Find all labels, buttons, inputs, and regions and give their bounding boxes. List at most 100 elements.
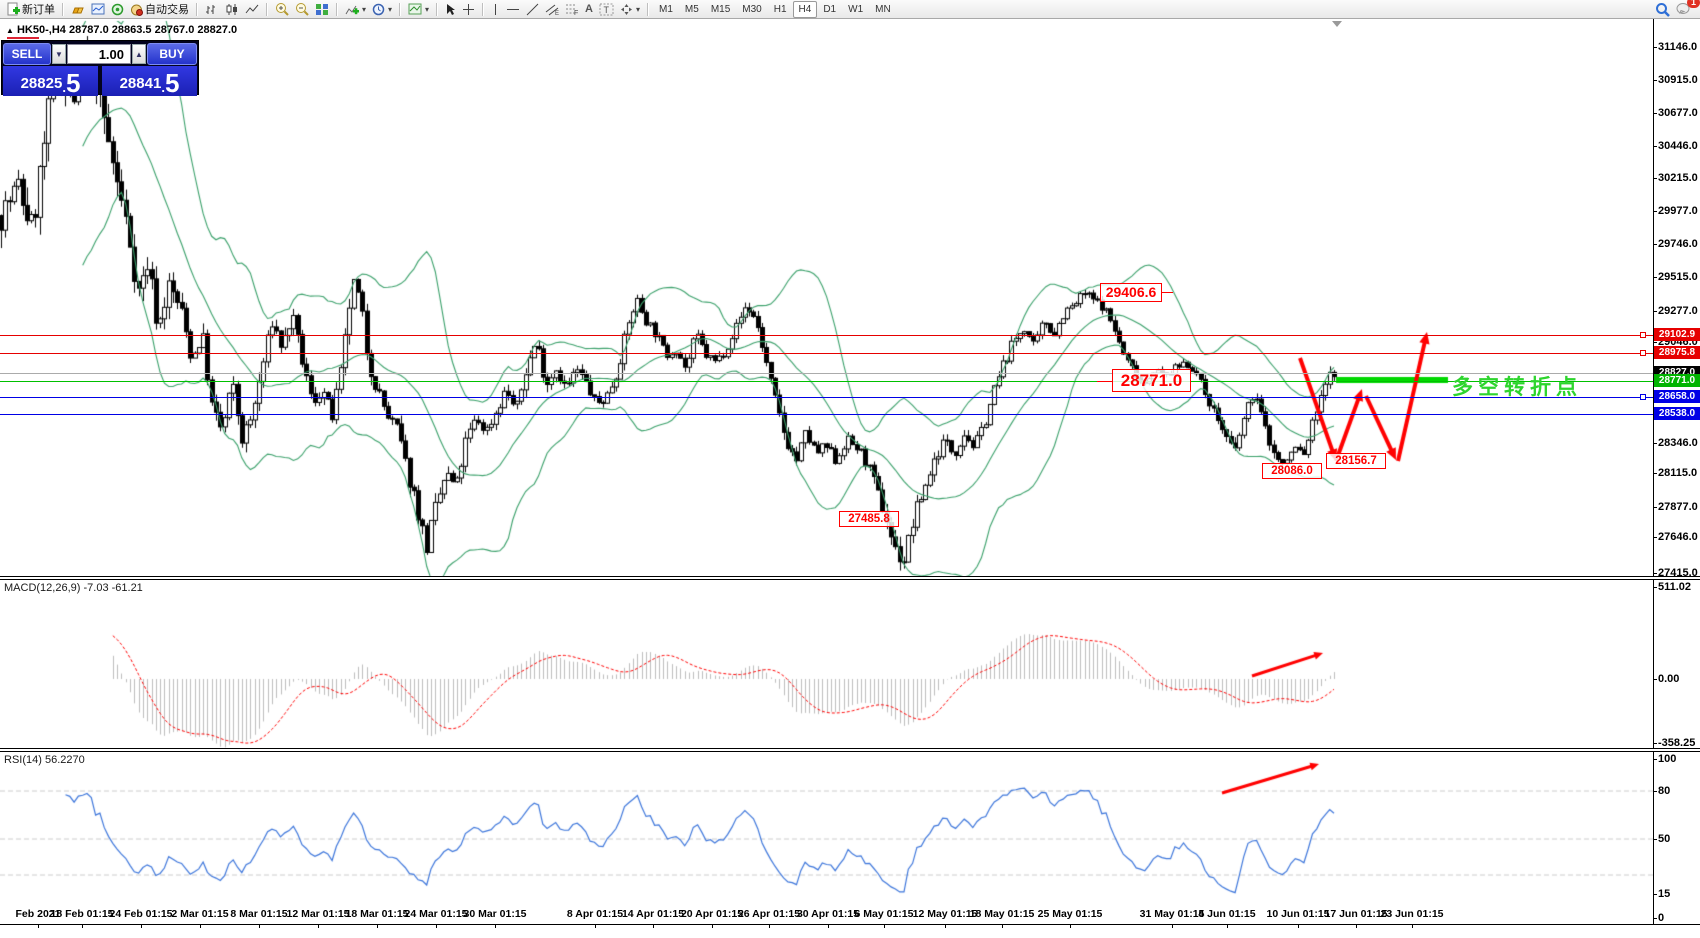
- text-label-button[interactable]: T: [596, 1, 617, 18]
- vertical-line-button[interactable]: [488, 1, 503, 18]
- annotation-price-label[interactable]: 28086.0: [1262, 463, 1322, 479]
- crosshair-button[interactable]: [459, 1, 478, 18]
- tab-timeframe-h1[interactable]: H1: [773, 3, 787, 15]
- candlestick-chart-button[interactable]: [222, 1, 242, 18]
- axis-tick-mark: [1653, 679, 1657, 680]
- horizontal-line-button[interactable]: [503, 1, 523, 18]
- panel-separator-macd[interactable]: [0, 576, 1700, 580]
- new-order-icon: [6, 2, 20, 16]
- equidistant-channel-button[interactable]: E: [542, 1, 562, 18]
- tab-timeframe-m5[interactable]: M5: [684, 3, 699, 15]
- zoom-in-button[interactable]: [272, 1, 292, 18]
- time-axis-label: 12 May 01:15: [912, 908, 978, 920]
- time-tick-mark: [38, 924, 39, 928]
- sell-price-quote[interactable]: 28825. 5: [3, 66, 98, 96]
- volume-increase-stepper[interactable]: ▲: [132, 43, 146, 64]
- level-line-28658.0[interactable]: [0, 397, 1653, 398]
- volume-decrease-stepper[interactable]: ▼: [52, 43, 66, 64]
- buy-price-quote[interactable]: 28841. 5: [102, 66, 197, 96]
- tab-timeframe-mn[interactable]: MN: [875, 3, 891, 15]
- time-axis-label: 17 Jun 01:15: [1324, 908, 1388, 920]
- level-line-28771.0[interactable]: [0, 381, 1653, 382]
- sell-button[interactable]: SELL: [3, 42, 51, 65]
- macd-tick-label: 511.02: [1658, 581, 1692, 593]
- annotation-price-label[interactable]: 28771.0: [1112, 369, 1191, 392]
- chat-bubble-icon: [1676, 2, 1691, 16]
- buy-button[interactable]: BUY: [147, 42, 197, 65]
- bar-chart-button[interactable]: [202, 1, 222, 18]
- time-tick-mark: [200, 924, 201, 928]
- time-axis-label: 8 Apr 01:15: [566, 908, 624, 920]
- level-line-handle[interactable]: [1640, 332, 1646, 338]
- trendline-button[interactable]: [523, 1, 542, 18]
- symbol-marker-icon: ▲: [6, 26, 14, 35]
- sell-price-main: 28825: [20, 75, 63, 92]
- text-label-icon: T: [599, 3, 614, 16]
- tile-windows-button[interactable]: [312, 1, 332, 18]
- arrows-button[interactable]: ▾: [617, 1, 643, 18]
- tab-timeframe-m30[interactable]: M30: [742, 3, 762, 15]
- time-axis-label: 30 Mar 01:15: [463, 908, 527, 920]
- annotation-price-label[interactable]: 27485.8: [839, 511, 899, 527]
- level-line-29102.9[interactable]: [0, 335, 1653, 336]
- gold-icon: [71, 3, 85, 15]
- new-order-button[interactable]: 新订单: [3, 1, 58, 18]
- price-tick-label: 30446.0: [1658, 140, 1698, 152]
- annotation-price-label[interactable]: 29406.6: [1100, 283, 1162, 302]
- time-axis-label: 6 May 01:15: [854, 908, 914, 920]
- notifications-button[interactable]: 1: [1673, 0, 1700, 18]
- time-tick-mark: [436, 924, 437, 928]
- line-chart-button[interactable]: [242, 1, 262, 18]
- axis-tick-mark: [1653, 573, 1657, 574]
- axis-tick-mark: [1653, 80, 1657, 81]
- price-badge-28771.0: 28771.0: [1654, 374, 1700, 387]
- price-tick-label: 30915.0: [1658, 74, 1698, 86]
- tab-timeframe-m15[interactable]: M15: [710, 3, 731, 15]
- time-tick-mark: [1356, 924, 1357, 928]
- fibonacci-button[interactable]: F: [562, 1, 582, 18]
- level-line-28538.0[interactable]: [0, 414, 1653, 415]
- fibonacci-icon: F: [565, 3, 579, 16]
- level-line-handle[interactable]: [1640, 394, 1646, 400]
- annotation-price-label[interactable]: 28156.7: [1326, 453, 1386, 469]
- price-chart-canvas[interactable]: [0, 19, 1653, 925]
- axis-tick-mark: [1653, 839, 1657, 840]
- zoom-out-button[interactable]: [292, 1, 312, 18]
- templates-button[interactable]: ▾: [405, 1, 432, 18]
- autotrading-button[interactable]: 自动交易: [127, 1, 192, 18]
- indicators-button[interactable]: ▾: [342, 1, 369, 18]
- chart-shift-marker[interactable]: [1332, 21, 1342, 27]
- rsi-tick-label: 80: [1658, 785, 1671, 797]
- macd-tick-label: 0.00: [1658, 673, 1680, 685]
- axis-tick-mark: [1653, 743, 1657, 744]
- search-button[interactable]: [1652, 1, 1673, 18]
- periods-button[interactable]: ▾: [369, 1, 395, 18]
- charts-window-button[interactable]: [88, 1, 108, 18]
- gold-button[interactable]: [68, 1, 88, 18]
- text-button[interactable]: A: [582, 1, 596, 18]
- chart-area[interactable]: ▲ HK50-,H4 28787.0 28863.5 28767.0 28827…: [0, 19, 1700, 938]
- panel-separator-rsi[interactable]: [0, 748, 1700, 752]
- pivot-note-text[interactable]: 多空转折点: [1452, 376, 1582, 399]
- level-line-28975.8[interactable]: [0, 353, 1653, 354]
- horizontal-line-icon: [506, 5, 520, 14]
- cursor-button[interactable]: [442, 1, 459, 18]
- tab-timeframe-d1[interactable]: D1: [823, 3, 837, 15]
- equidistant-channel-icon: E: [545, 3, 559, 16]
- axis-tick-mark: [1653, 277, 1657, 278]
- price-tick-label: 29277.0: [1658, 305, 1698, 317]
- tab-timeframe-h4[interactable]: H4: [792, 0, 818, 18]
- navigator-button[interactable]: [108, 1, 127, 18]
- tab-timeframe-m1[interactable]: M1: [659, 3, 673, 15]
- volume-input[interactable]: 1.00: [67, 43, 131, 64]
- level-line-28827.0[interactable]: [0, 373, 1653, 374]
- tab-timeframe-w1[interactable]: W1: [848, 3, 864, 15]
- time-axis-label: 23 Jun 01:15: [1380, 908, 1444, 920]
- price-tick-label: 29977.0: [1658, 205, 1698, 217]
- price-tick-label: 27646.0: [1658, 531, 1698, 543]
- level-line-handle[interactable]: [1640, 350, 1646, 356]
- time-tick-mark: [1298, 924, 1299, 928]
- time-axis-label: 30 Apr 01:15: [796, 908, 860, 920]
- symbol-period: HK50-,H4: [16, 24, 66, 36]
- time-tick-mark: [141, 924, 142, 928]
